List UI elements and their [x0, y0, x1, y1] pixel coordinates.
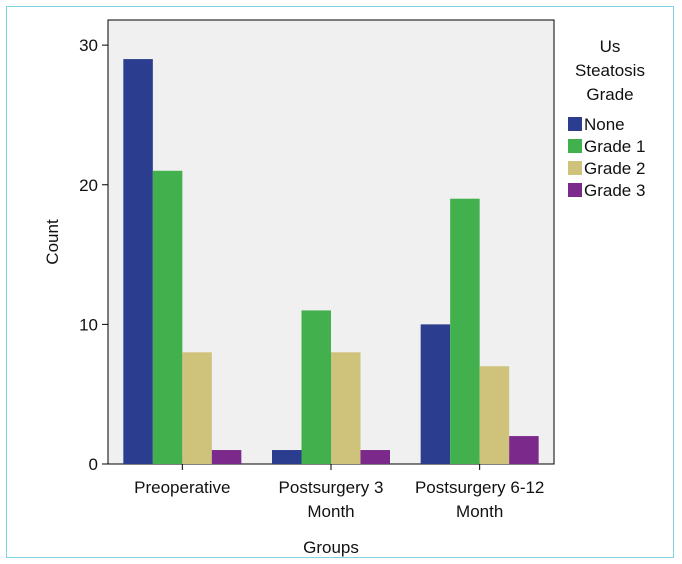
legend-label: Grade 1	[584, 137, 645, 156]
x-tick-label: Postsurgery 3	[279, 478, 384, 497]
figure-frame	[6, 6, 674, 558]
bar	[272, 450, 302, 464]
y-tick-label: 20	[79, 176, 98, 195]
y-axis-label: Count	[43, 219, 62, 265]
x-axis-label: Groups	[303, 538, 359, 557]
legend-label: None	[584, 115, 625, 134]
legend-title: Us	[600, 37, 621, 56]
legend-title: Steatosis	[575, 61, 645, 80]
legend-swatch	[568, 183, 582, 197]
x-tick-label: Month	[307, 502, 354, 521]
x-tick-label: Month	[456, 502, 503, 521]
y-tick-label: 30	[79, 36, 98, 55]
bar	[123, 59, 153, 465]
x-tick-label: Postsurgery 6-12	[415, 478, 544, 497]
bar	[211, 450, 242, 464]
bar	[479, 366, 510, 464]
legend-label: Grade 3	[584, 181, 645, 200]
bar	[509, 436, 539, 464]
bar	[182, 352, 212, 464]
legend-swatch	[568, 139, 582, 153]
bar	[420, 324, 451, 464]
bar	[450, 198, 480, 464]
bar	[331, 352, 361, 464]
bar	[301, 310, 331, 464]
legend-label: Grade 2	[584, 159, 645, 178]
x-tick-label: Preoperative	[134, 478, 230, 497]
legend-swatch	[568, 117, 582, 131]
bar	[152, 170, 183, 464]
y-tick-label: 10	[79, 315, 98, 334]
y-tick-label: 0	[89, 455, 98, 474]
bar	[360, 450, 390, 464]
legend-title: Grade	[586, 85, 633, 104]
legend-swatch	[568, 161, 582, 175]
